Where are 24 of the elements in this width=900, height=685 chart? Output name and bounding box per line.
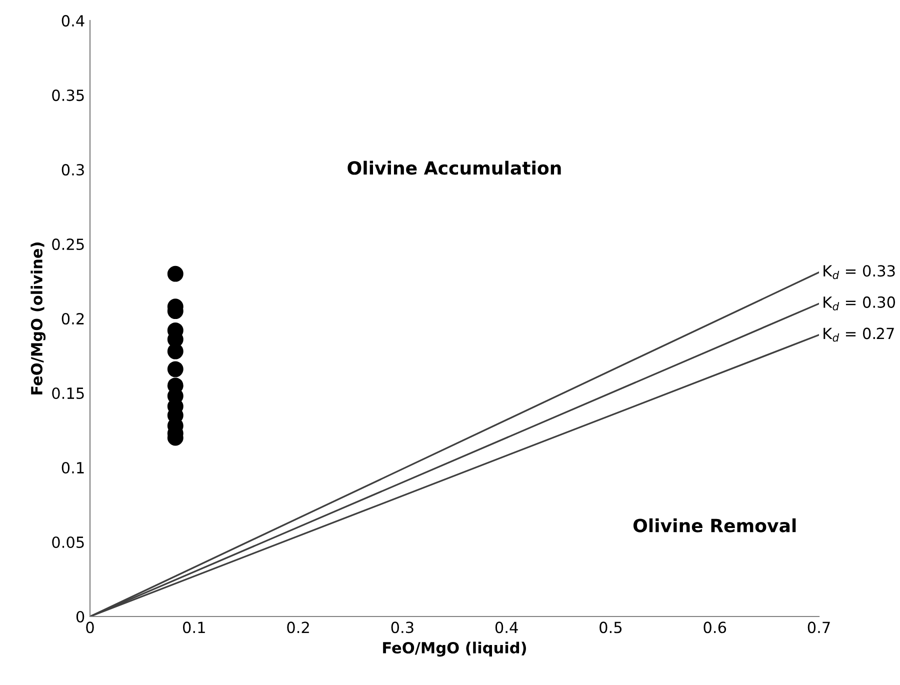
x-tick-label: 0	[86, 622, 94, 634]
annotation: Olivine Removal	[633, 518, 796, 532]
y-tick-label: 0	[76, 610, 84, 623]
x-tick-label: 0.7	[808, 622, 830, 634]
y-tick-label: 0.05	[52, 536, 84, 548]
series-label: K$_{d}$ = 0.27	[824, 328, 894, 342]
y-tick-label: 0.3	[62, 164, 84, 176]
series-label: K$_{d}$ = 0.33	[824, 265, 895, 280]
y-tick-label: 0.25	[52, 238, 84, 250]
x-tick-label: 0.3	[391, 622, 414, 634]
y-tick-label: 0.4	[62, 15, 84, 27]
x-tick-label: 0.6	[704, 622, 726, 634]
x-axis-title: FeO/MgO (liquid)	[383, 642, 526, 657]
y-tick-label: 0.35	[52, 90, 84, 102]
y-tick-label: 0.15	[52, 387, 84, 400]
annotation: Olivine Accumulation	[348, 160, 561, 175]
x-tick-label: 0.5	[600, 622, 622, 634]
x-tick-label: 0.1	[183, 622, 205, 634]
y-axis-title: FeO/MgO (olivine)	[30, 242, 46, 394]
y-tick-label: 0.2	[62, 312, 84, 325]
x-tick-label: 0.2	[287, 622, 309, 634]
series-label: K$_{d}$ = 0.30	[824, 296, 896, 310]
y-tick-label: 0.1	[62, 462, 84, 474]
x-tick-label: 0.4	[495, 622, 518, 634]
